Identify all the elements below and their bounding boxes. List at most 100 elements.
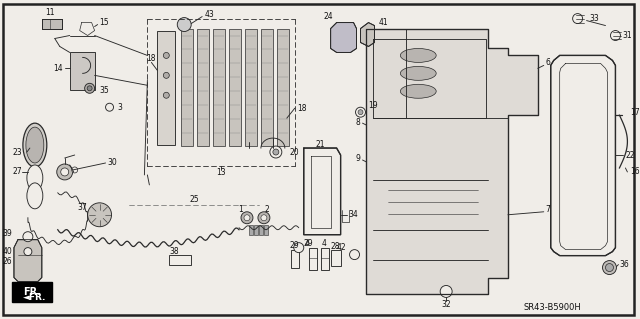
Circle shape bbox=[273, 149, 279, 155]
Circle shape bbox=[57, 164, 73, 180]
Circle shape bbox=[24, 248, 32, 256]
Text: ◄FR.: ◄FR. bbox=[23, 293, 47, 302]
Circle shape bbox=[356, 107, 365, 117]
Text: 22: 22 bbox=[625, 151, 635, 160]
Text: 14: 14 bbox=[53, 64, 63, 73]
Text: 43: 43 bbox=[204, 10, 214, 19]
Circle shape bbox=[163, 52, 170, 58]
Bar bbox=[249, 225, 253, 235]
Text: 13: 13 bbox=[216, 168, 226, 177]
Text: 34: 34 bbox=[349, 210, 358, 219]
Polygon shape bbox=[12, 283, 52, 302]
Ellipse shape bbox=[27, 165, 43, 191]
Bar bbox=[213, 28, 225, 146]
Polygon shape bbox=[331, 23, 356, 52]
Text: 21: 21 bbox=[316, 140, 325, 149]
Text: 7: 7 bbox=[546, 205, 550, 214]
Bar bbox=[308, 248, 317, 270]
Bar bbox=[277, 28, 289, 146]
Bar bbox=[261, 28, 273, 146]
Circle shape bbox=[88, 203, 111, 227]
Bar bbox=[181, 28, 193, 146]
Bar bbox=[321, 248, 329, 270]
Bar bbox=[170, 255, 191, 264]
Circle shape bbox=[163, 72, 170, 78]
Circle shape bbox=[602, 261, 616, 275]
Ellipse shape bbox=[401, 48, 436, 63]
Text: 3: 3 bbox=[118, 103, 122, 112]
Text: 36: 36 bbox=[620, 260, 629, 269]
Circle shape bbox=[573, 14, 582, 24]
Text: 1: 1 bbox=[239, 205, 243, 214]
Text: 6: 6 bbox=[546, 58, 550, 67]
Bar bbox=[229, 28, 241, 146]
Text: 37: 37 bbox=[78, 203, 88, 212]
Text: 9: 9 bbox=[356, 153, 360, 162]
Text: 29: 29 bbox=[304, 239, 314, 248]
Text: 25: 25 bbox=[189, 195, 199, 204]
Text: 27: 27 bbox=[12, 167, 22, 176]
Circle shape bbox=[244, 215, 250, 221]
Text: 40: 40 bbox=[2, 247, 12, 256]
Circle shape bbox=[84, 83, 95, 93]
Text: 19: 19 bbox=[369, 101, 378, 110]
Text: 28: 28 bbox=[331, 242, 340, 251]
Text: 31: 31 bbox=[623, 31, 632, 40]
Text: 4: 4 bbox=[321, 239, 326, 248]
Text: FR.: FR. bbox=[23, 287, 41, 297]
Polygon shape bbox=[551, 56, 616, 256]
Text: 2: 2 bbox=[264, 205, 269, 214]
Polygon shape bbox=[304, 148, 340, 235]
Ellipse shape bbox=[23, 123, 47, 167]
Text: 39: 39 bbox=[2, 229, 12, 238]
Circle shape bbox=[61, 168, 68, 176]
Text: 41: 41 bbox=[378, 18, 388, 27]
Circle shape bbox=[261, 215, 267, 221]
Circle shape bbox=[241, 212, 253, 224]
Bar bbox=[245, 28, 257, 146]
Text: SR43-B5900H: SR43-B5900H bbox=[524, 303, 582, 312]
Text: 23: 23 bbox=[12, 147, 22, 157]
Ellipse shape bbox=[26, 127, 44, 163]
Circle shape bbox=[258, 212, 270, 224]
Circle shape bbox=[87, 86, 92, 91]
Text: 4: 4 bbox=[304, 239, 309, 248]
Ellipse shape bbox=[401, 84, 436, 98]
Bar bbox=[70, 52, 95, 90]
Circle shape bbox=[72, 167, 77, 173]
Bar bbox=[259, 225, 263, 235]
Circle shape bbox=[177, 18, 191, 32]
Bar bbox=[157, 31, 175, 145]
Polygon shape bbox=[367, 28, 538, 294]
Text: 38: 38 bbox=[170, 247, 179, 256]
Circle shape bbox=[605, 263, 614, 271]
Circle shape bbox=[440, 286, 452, 297]
Polygon shape bbox=[360, 23, 374, 47]
Text: 30: 30 bbox=[108, 159, 117, 167]
Ellipse shape bbox=[401, 66, 436, 80]
Circle shape bbox=[106, 103, 113, 111]
Bar bbox=[254, 225, 258, 235]
Text: 26: 26 bbox=[3, 257, 12, 266]
Bar bbox=[291, 250, 299, 268]
Circle shape bbox=[611, 31, 620, 41]
Text: 24: 24 bbox=[324, 12, 333, 21]
Circle shape bbox=[23, 232, 33, 242]
Circle shape bbox=[294, 243, 304, 253]
Text: 18: 18 bbox=[147, 54, 156, 63]
Text: 8: 8 bbox=[356, 118, 360, 127]
Text: 15: 15 bbox=[100, 18, 109, 27]
Text: 18: 18 bbox=[297, 104, 307, 113]
Circle shape bbox=[270, 146, 282, 158]
Text: 16: 16 bbox=[630, 167, 640, 176]
Polygon shape bbox=[14, 240, 42, 281]
Text: 29: 29 bbox=[290, 241, 300, 250]
Text: 35: 35 bbox=[100, 86, 109, 95]
Bar bbox=[197, 28, 209, 146]
Polygon shape bbox=[42, 19, 61, 28]
Text: 32: 32 bbox=[442, 300, 451, 309]
Text: 33: 33 bbox=[589, 14, 599, 23]
Circle shape bbox=[358, 110, 363, 115]
Text: 11: 11 bbox=[45, 8, 54, 17]
Text: 17: 17 bbox=[630, 108, 640, 117]
